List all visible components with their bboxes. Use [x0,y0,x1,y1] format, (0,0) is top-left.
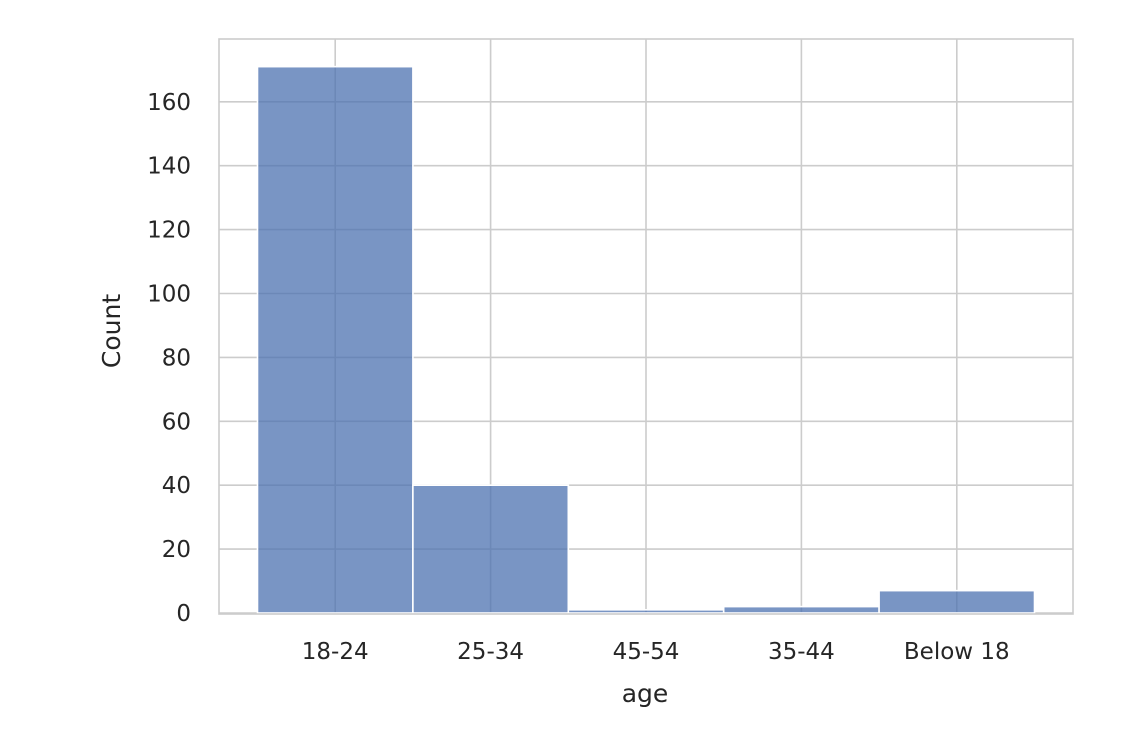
y-axis-label: Count [97,294,126,368]
y-tick-label: 140 [147,154,191,180]
y-tick-label: 160 [147,90,191,116]
x-tick-labels: 18-24 25-34 45-54 35-44 Below 18 [302,639,1010,665]
bar-18-24 [256,65,414,614]
x-tick-label: 35-44 [768,639,835,665]
y-tick-label: 40 [162,473,191,499]
plot-frame [218,38,1074,615]
bar-45-54 [567,609,725,614]
x-tick-label: 25-34 [457,639,524,665]
y-tick-label: 60 [162,409,191,435]
x-axis-label: age [622,679,669,708]
y-tick-label: 100 [147,282,191,308]
x-tick-label: 45-54 [613,639,680,665]
y-tick-labels: 0 20 40 60 80 100 120 140 160 [147,90,191,627]
bar-25-34 [412,484,570,614]
bar-35-44 [722,605,880,614]
y-tick-label: 120 [147,218,191,244]
y-tick-label: 80 [162,345,191,371]
bars [256,65,1036,614]
x-tick-label: 18-24 [302,639,369,665]
y-tick-label: 0 [176,601,191,627]
x-tick-label: Below 18 [904,639,1010,665]
bar-below-18 [878,589,1036,614]
y-tick-label: 20 [162,537,191,563]
